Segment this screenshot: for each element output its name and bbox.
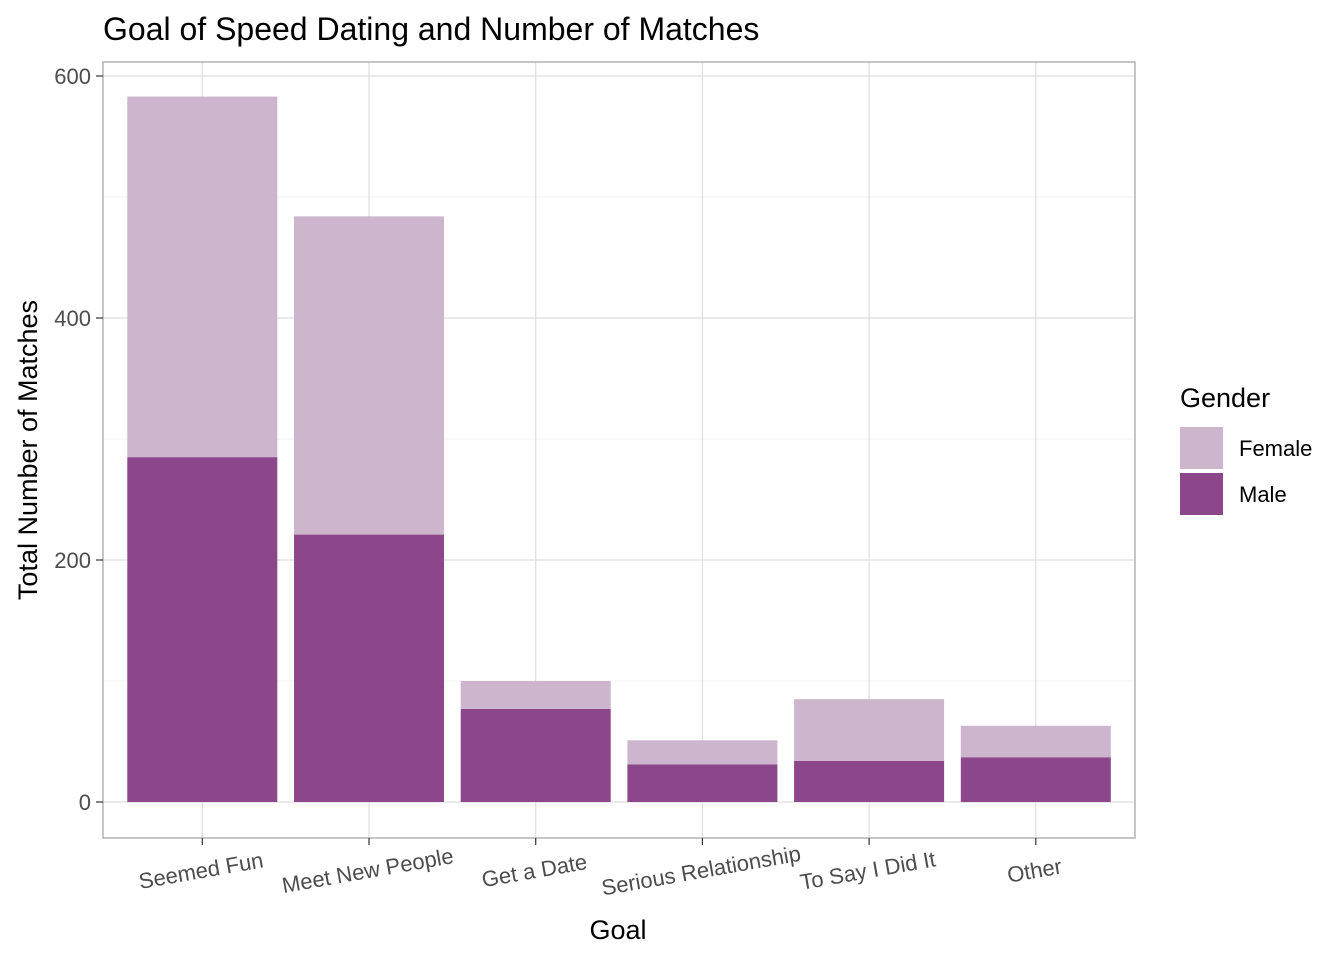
y-axis: 0 200 400 600	[54, 64, 103, 815]
chart-title: Goal of Speed Dating and Number of Match…	[103, 11, 759, 47]
x-tick-label: Get a Date	[480, 849, 589, 892]
y-axis-title: Total Number of Matches	[13, 300, 43, 600]
plot-panel-border	[102, 61, 1136, 839]
y-tick-label: 0	[79, 790, 91, 815]
bars	[127, 96, 1111, 802]
legend: Gender Female Male	[1180, 383, 1312, 515]
y-tick-label: 600	[54, 64, 91, 89]
x-axis-title: Goal	[589, 915, 646, 945]
legend-label-male: Male	[1239, 482, 1287, 507]
x-tick-label: Seemed Fun	[137, 847, 265, 893]
x-tick-label: Serious Relationship	[600, 841, 803, 901]
bar-male-seemed-fun	[127, 457, 278, 802]
bar-female-other	[960, 725, 1111, 758]
bar-female-meet-new-people	[294, 216, 444, 535]
bar-male-get-a-date	[460, 708, 611, 802]
x-tick-label: Other	[1005, 854, 1064, 888]
bar-male-serious-relationship	[627, 764, 778, 802]
y-tick-label: 400	[54, 306, 91, 331]
bar-male-to-say-i-did-it	[794, 760, 945, 802]
bar-female-to-say-i-did-it	[794, 699, 945, 761]
bar-female-seemed-fun	[127, 96, 278, 458]
legend-key-male	[1180, 473, 1223, 515]
x-tick-label: Meet New People	[280, 843, 455, 898]
y-tick-label: 200	[54, 548, 91, 573]
legend-key-female	[1180, 427, 1223, 469]
x-tick-label: To Say I Did It	[798, 846, 937, 894]
bar-male-other	[960, 757, 1111, 802]
bar-female-get-a-date	[460, 681, 611, 709]
legend-title: Gender	[1180, 383, 1270, 413]
x-axis: Seemed Fun Meet New People Get a Date Serio…	[137, 838, 1064, 900]
bar-female-serious-relationship	[627, 740, 778, 765]
bar-male-meet-new-people	[294, 534, 444, 802]
legend-label-female: Female	[1239, 436, 1312, 461]
